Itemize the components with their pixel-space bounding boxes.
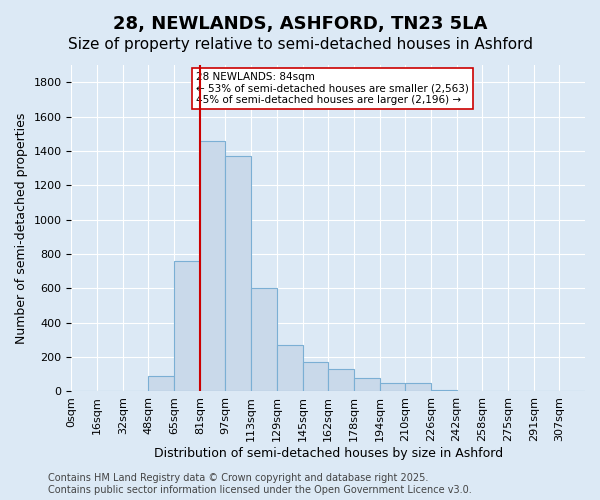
- Bar: [380, 383, 405, 392]
- Bar: [302, 362, 328, 392]
- Bar: [226, 156, 251, 392]
- Bar: [200, 140, 226, 392]
- Bar: [405, 383, 431, 392]
- Text: Size of property relative to semi-detached houses in Ashford: Size of property relative to semi-detach…: [67, 38, 533, 52]
- Bar: [431, 390, 457, 392]
- Text: 28, NEWLANDS, ASHFORD, TN23 5LA: 28, NEWLANDS, ASHFORD, TN23 5LA: [113, 15, 487, 33]
- Bar: [251, 288, 277, 392]
- Text: 28 NEWLANDS: 84sqm
← 53% of semi-detached houses are smaller (2,563)
45% of semi: 28 NEWLANDS: 84sqm ← 53% of semi-detache…: [196, 72, 469, 105]
- Bar: [174, 261, 200, 392]
- Bar: [328, 369, 354, 392]
- Text: Contains HM Land Registry data © Crown copyright and database right 2025.
Contai: Contains HM Land Registry data © Crown c…: [48, 474, 472, 495]
- Bar: [354, 378, 380, 392]
- Bar: [148, 376, 174, 392]
- X-axis label: Distribution of semi-detached houses by size in Ashford: Distribution of semi-detached houses by …: [154, 447, 503, 460]
- Bar: [277, 345, 302, 392]
- Y-axis label: Number of semi-detached properties: Number of semi-detached properties: [15, 112, 28, 344]
